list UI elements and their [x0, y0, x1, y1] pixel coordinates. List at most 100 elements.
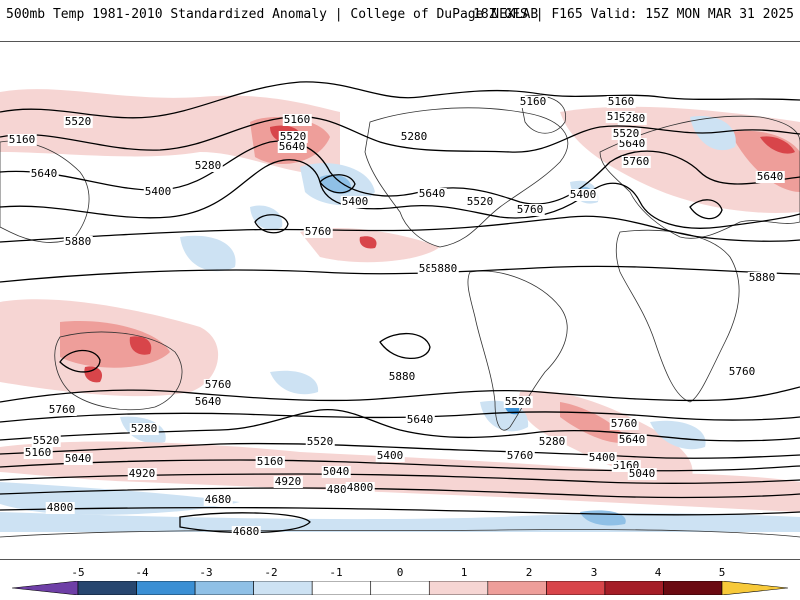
contour-line	[0, 459, 800, 472]
colorbar-tick-label: 1	[460, 566, 468, 579]
warm-anomaly-patch	[0, 441, 800, 512]
contour-label: 5880	[429, 262, 459, 275]
contour-label: 4920	[127, 467, 157, 480]
model-run-info: 18Z GFS | F165 Valid: 15Z MON MAR 31 202…	[473, 7, 794, 22]
colorbar-segment	[194, 581, 254, 595]
contour-label: 5760	[609, 417, 639, 430]
colorbar-segment	[487, 581, 547, 595]
contour-line	[0, 487, 800, 499]
contour-label: 5640	[29, 167, 59, 180]
contour-label: 5520	[305, 435, 335, 448]
colorbar-extend-high	[721, 581, 788, 595]
antarctica-outline	[0, 529, 800, 538]
contour-label: 4800	[345, 481, 375, 494]
colorbar-tick-label: -3	[199, 566, 213, 579]
contour-label: 5040	[627, 467, 657, 480]
colorbar-tick-label: 3	[590, 566, 598, 579]
colorbar-tick-label: -2	[264, 566, 278, 579]
contour-label: 5280	[537, 435, 567, 448]
contour-label: 5280	[129, 422, 159, 435]
contour-label: 5280	[193, 159, 223, 172]
africa-outline	[615, 229, 740, 403]
colorbar-extend-low	[12, 581, 79, 595]
contour-label: 5280	[399, 130, 429, 143]
contour-label: 5760	[515, 203, 545, 216]
europe-asia-outline	[599, 115, 800, 239]
contour-label: 5760	[303, 225, 333, 238]
cold-anomaly-patch	[650, 420, 706, 450]
contour-label: 5880	[387, 370, 417, 383]
contour-line	[0, 442, 800, 459]
contour-line	[0, 411, 800, 423]
contour-label: 5640	[193, 395, 223, 408]
contour-label: 5520	[611, 127, 641, 140]
colorbar-segment	[546, 581, 606, 595]
contour-label: 5640	[405, 413, 435, 426]
contour-labels: 5160 5520 5640 5160 5280 5400 5520 5640 5160 5280…	[0, 42, 800, 559]
contour-closed	[254, 214, 289, 234]
contour-label: 4920	[273, 475, 303, 488]
contour-label: 5520	[278, 130, 308, 143]
contour-label: 4800	[45, 501, 75, 514]
contour-line	[0, 116, 800, 153]
contour-label: 5880	[63, 235, 93, 248]
contour-label: 4680	[231, 525, 261, 538]
contour-closed	[179, 512, 311, 534]
contour-label: 5400	[340, 195, 370, 208]
contour-label: 5400	[143, 185, 173, 198]
contour-label: 5400	[587, 451, 617, 464]
contour-label: 5160	[282, 113, 312, 126]
contour-label: 5160	[518, 95, 548, 108]
colorbar-segment	[311, 581, 372, 595]
contour-label: 5160	[255, 455, 285, 468]
contour-label: 5760	[505, 449, 535, 462]
contour-closed	[689, 199, 723, 220]
colorbar: -5 -4 -3 -2 -1 0 1 2 3 4 5	[0, 560, 800, 600]
contour-label: 5160	[23, 446, 53, 459]
australia-outline	[54, 331, 183, 411]
contour-line	[0, 506, 800, 516]
colorbar-tick-label: 0	[396, 566, 404, 579]
contour-label: 5760	[621, 155, 651, 168]
contour-label: 5640	[617, 433, 647, 446]
contour-label: 5520	[31, 434, 61, 447]
colorbar-tick-label: 4	[654, 566, 662, 579]
warm-anomaly-patch	[760, 136, 795, 154]
colorbar-segment	[428, 581, 489, 595]
contour-closed	[59, 349, 101, 373]
cold-anomaly-patch	[180, 235, 236, 272]
contour-label: 5520	[465, 195, 495, 208]
colorbar-tick-label: -4	[135, 566, 149, 579]
contour-label: 5400	[375, 449, 405, 462]
contour-label: 5160	[606, 95, 636, 108]
contour-line	[0, 159, 800, 229]
colorbar-strip	[12, 581, 788, 595]
contour-label: 5520	[503, 395, 533, 408]
contour-label: 5280	[617, 112, 647, 125]
colorbar-segment	[136, 581, 196, 595]
warm-anomaly-patch	[129, 336, 152, 355]
south-america-outline	[467, 270, 568, 431]
contour-label: 5400	[568, 188, 598, 201]
colorbar-segment	[663, 581, 723, 595]
warm-anomaly-patch	[359, 236, 377, 249]
contour-label: 5640	[617, 137, 647, 150]
contour-line	[0, 81, 800, 119]
title-bar: 500mb Temp 1981-2010 Standardized Anomal…	[0, 0, 800, 28]
anomaly-shading	[0, 89, 800, 532]
contour-label: 5640	[417, 187, 447, 200]
contour-label: 5520	[63, 115, 93, 128]
height-contours	[0, 81, 800, 534]
map-title: 500mb Temp 1981-2010 Standardized Anomal…	[6, 7, 539, 22]
contour-label: 4680	[203, 493, 233, 506]
colorbar-tick-label: -5	[71, 566, 85, 579]
colorbar-tick-label: -1	[329, 566, 343, 579]
contour-line	[0, 408, 800, 442]
cold-anomaly-patch	[270, 370, 319, 395]
contour-closed	[379, 332, 431, 359]
north-america-outline	[364, 107, 569, 248]
colorbar-segment	[77, 581, 137, 595]
colorbar-segment	[253, 581, 313, 595]
contour-line	[0, 386, 800, 403]
colorbar-tick-label: 2	[525, 566, 533, 579]
